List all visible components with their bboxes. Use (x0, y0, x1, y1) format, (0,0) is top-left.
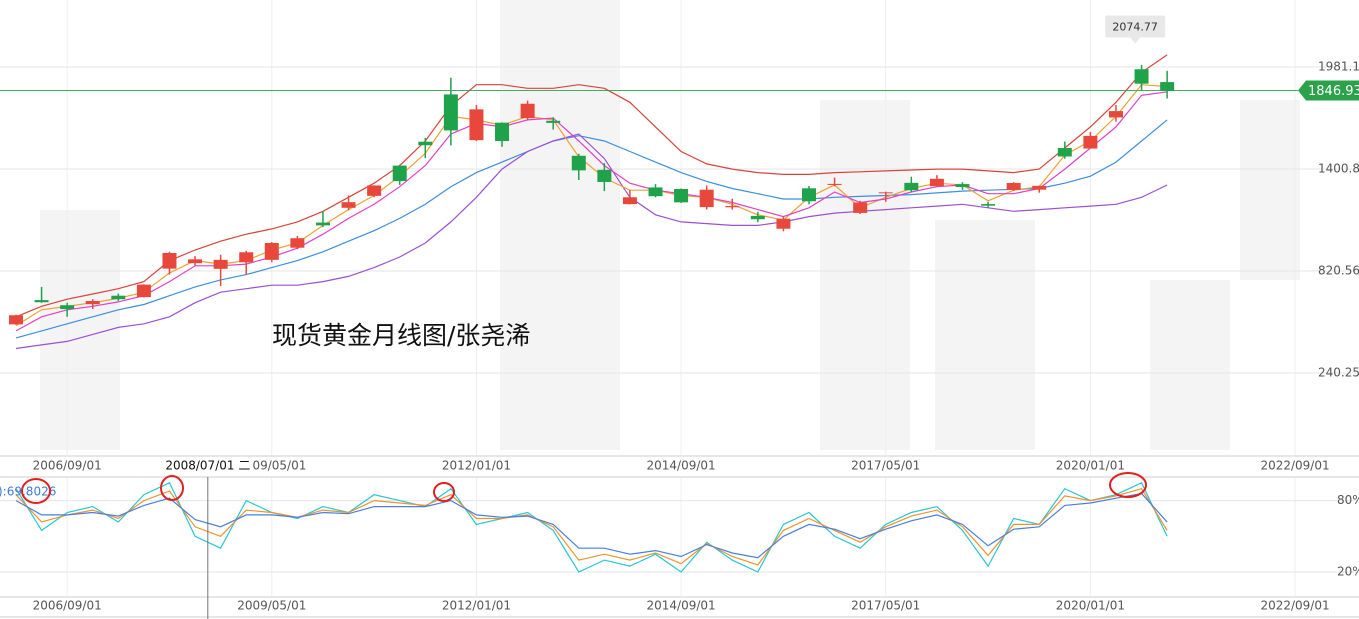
candle-body (111, 295, 126, 300)
candle-body (520, 103, 535, 119)
candle-body (1160, 82, 1175, 91)
crosshair-label-bg (162, 457, 253, 475)
candle-body (264, 242, 279, 260)
candle-body (469, 109, 484, 141)
candle-body (622, 197, 637, 205)
x-tick-label: 2012/01/01 (442, 599, 511, 613)
x-tick-label: 2009/05/01 (237, 459, 306, 473)
x-tick-label: 2020/01/01 (1056, 599, 1125, 613)
candle-body (188, 259, 203, 264)
candle-body (878, 192, 893, 194)
candle-body (725, 206, 740, 208)
candle-body (674, 188, 689, 203)
candle-body (8, 315, 23, 325)
candle-body (315, 222, 330, 226)
y-tick-label: 820.56 (1318, 264, 1359, 278)
max-label: 2074.77 (1112, 20, 1158, 33)
candle-body (239, 252, 254, 263)
candle-body (955, 184, 970, 188)
candle-body (85, 300, 100, 305)
y-tick-label: 20% (1337, 565, 1359, 579)
x-tick-label: 2017/05/01 (851, 459, 920, 473)
candle-body (546, 120, 561, 123)
max-tooltip-arrow (1130, 37, 1141, 44)
x-tick-label: 2017/05/01 (851, 599, 920, 613)
max-tooltip (1105, 15, 1166, 38)
x-tick-label: 2022/09/01 (1260, 459, 1329, 473)
candle-body (136, 284, 151, 298)
indicator-line (15, 84, 1168, 327)
candle-body (1057, 148, 1072, 157)
candle-body (1083, 135, 1098, 149)
candle-body (341, 202, 356, 208)
candle-body (1032, 185, 1047, 190)
candle-body (981, 204, 996, 206)
x-tick-label: 2006/09/01 (33, 459, 102, 473)
candle-body (571, 155, 586, 171)
candle-body (367, 185, 382, 196)
candle-body (802, 188, 817, 202)
candle-body (750, 215, 765, 220)
candle-body (290, 238, 305, 248)
indicator-text: ):69.8026 (0, 485, 56, 499)
candle-body (60, 305, 75, 310)
candle-body (34, 300, 49, 303)
indicator-line (15, 119, 1168, 339)
oscillator-panel: 2006/09/01 2009/05/01 2012/01/01 2014/09/01… (0, 457, 1359, 619)
crosshair-label: 2008/07/01 二 (165, 459, 250, 473)
x-tick-label: 2006/09/01 (33, 599, 102, 613)
x-tick-label: 2009/05/01 (237, 599, 306, 613)
x-tick-label: 2012/01/01 (442, 459, 511, 473)
candle-body (392, 165, 407, 182)
candle-body (1134, 69, 1149, 84)
x-tick-label: 2014/09/01 (647, 599, 716, 613)
indicator-line (15, 133, 1168, 350)
candle-body (827, 183, 842, 185)
candle-body (853, 202, 868, 213)
y-tick-label: 1981.19 (1318, 59, 1359, 73)
candle-body (418, 141, 433, 146)
x-tick-label: 2020/01/01 (1056, 459, 1125, 473)
y-tick-label: 1400.88 (1318, 161, 1359, 175)
price-panel: 2006/09/01 2009/05/01 2012/01/01 2014/09/01… (0, 0, 1359, 473)
indicator-line (15, 91, 1168, 332)
y-tick-label: 80% (1337, 493, 1359, 507)
x-tick-label: 2014/09/01 (647, 459, 716, 473)
candle-body (904, 182, 919, 191)
candle-body (443, 94, 458, 131)
candle-body (597, 169, 612, 182)
candle-body (213, 259, 228, 269)
candle-body (648, 187, 663, 197)
current-price-tag (1298, 80, 1359, 101)
candle-body (929, 178, 944, 187)
candle-body (1006, 183, 1021, 190)
candle-body (699, 189, 714, 208)
candle-body (495, 122, 510, 142)
candle-body (162, 252, 177, 269)
y-tick-label: 240.25 (1318, 366, 1359, 380)
chart-annotation: 现货黄金月线图/张尧浠 (272, 321, 530, 350)
indicator-line (15, 54, 1168, 318)
current-price-label: 1846.93 (1308, 84, 1359, 99)
highlight-circles (21, 472, 1147, 504)
x-tick-label: 2022/09/01 (1260, 599, 1329, 613)
candle-body (776, 218, 791, 229)
candle-body (1108, 111, 1123, 118)
